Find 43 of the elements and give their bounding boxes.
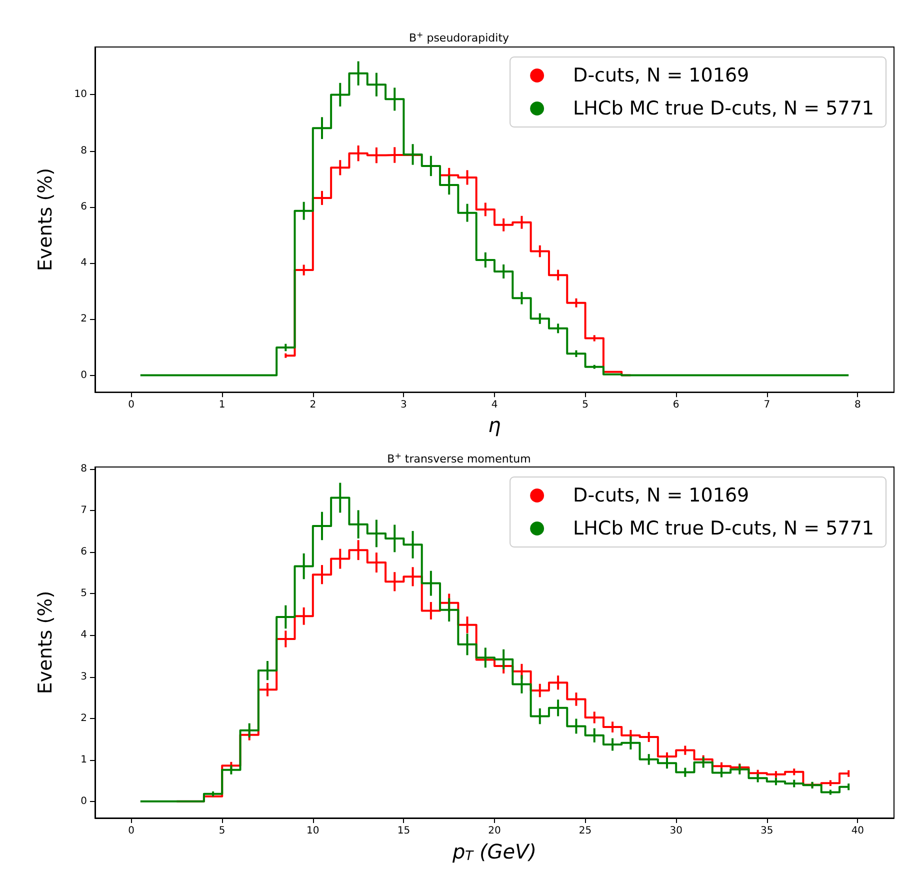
x-tick-label: 25 xyxy=(578,826,592,836)
x-tick-label: 40 xyxy=(851,826,864,836)
x-tick-label: 0 xyxy=(128,826,135,836)
y-axis-title: Events (%) xyxy=(34,168,56,272)
x-tick-label: 20 xyxy=(488,826,501,836)
legend-label: D-cuts, N = 10169 xyxy=(573,484,750,506)
x-tick-label: 4 xyxy=(491,400,498,411)
y-tick-label: 6 xyxy=(80,546,87,558)
x-axis-title: η xyxy=(488,413,502,437)
x-tick-label: 5 xyxy=(218,826,226,836)
y-tick-label: 7 xyxy=(80,505,87,516)
x-tick-label: 30 xyxy=(670,826,682,836)
legend-label: LHCb MC true D-cuts, N = 5771 xyxy=(573,98,874,120)
y-tick-label: 4 xyxy=(80,258,87,269)
y-axis-title: Events (%) xyxy=(34,590,56,694)
x-tick-label: 8 xyxy=(854,400,861,411)
x-tick-label: 2 xyxy=(310,400,316,411)
y-tick-label: 3 xyxy=(80,671,87,682)
y-tick-label: 0 xyxy=(80,796,87,807)
x-tick-label: 1 xyxy=(218,400,226,411)
y-tick-label: 5 xyxy=(80,588,87,600)
x-tick-label: 0 xyxy=(128,400,135,411)
x-tick-label: 6 xyxy=(672,400,680,411)
y-tick-label: 2 xyxy=(80,314,87,325)
x-tick-label: 7 xyxy=(764,400,770,411)
x-tick-label: 35 xyxy=(760,826,774,836)
x-tick-label: 5 xyxy=(582,400,588,411)
chart-title: B+ pseudorapidity xyxy=(408,30,510,44)
y-tick-label: 10 xyxy=(74,89,87,100)
y-tick-label: 8 xyxy=(80,464,87,475)
legend-label: D-cuts, N = 10169 xyxy=(573,64,750,86)
y-tick-label: 0 xyxy=(80,370,87,381)
x-tick-label: 15 xyxy=(397,826,410,836)
y-tick-label: 1 xyxy=(80,754,87,766)
chart-title: B+ transverse momentum xyxy=(387,452,531,466)
x-axis-title: pT (GeV) xyxy=(451,840,537,864)
legend-label: LHCb MC true D-cuts, N = 5771 xyxy=(573,518,874,540)
x-tick-label: 10 xyxy=(306,826,320,836)
y-tick-label: 4 xyxy=(80,630,87,641)
y-tick-label: 2 xyxy=(80,712,87,724)
y-tick-label: 8 xyxy=(80,145,87,156)
y-tick-label: 6 xyxy=(80,201,87,212)
x-tick-label: 3 xyxy=(400,400,407,411)
